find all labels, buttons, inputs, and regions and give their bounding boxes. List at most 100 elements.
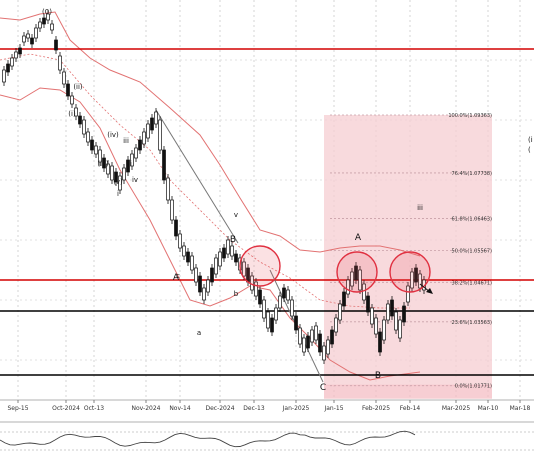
candle-body [30, 37, 34, 45]
x-tick-label: Mar-2025 [442, 405, 471, 412]
candle-body [350, 271, 354, 287]
oscillator-line [0, 430, 416, 448]
candle-body [222, 247, 226, 259]
candle-body [310, 329, 314, 343]
candle-body [94, 145, 98, 155]
candle-body [306, 335, 310, 349]
candle-body [174, 219, 178, 237]
candle-body [258, 289, 262, 305]
candle-body [62, 71, 66, 85]
candle-body [50, 23, 54, 31]
candle-body [370, 307, 374, 325]
wave-label: (i) [68, 110, 76, 118]
candle-body [286, 289, 290, 301]
candle-body [110, 165, 114, 181]
candle-body [150, 117, 154, 131]
wave-label: (0) [42, 8, 52, 16]
x-tick-label: Feb-14 [400, 405, 421, 412]
candle-body [194, 267, 198, 283]
wave-label: b [234, 290, 239, 298]
candle-body [298, 327, 302, 345]
wave-label: (iii) [97, 160, 109, 168]
candle-body [418, 273, 422, 289]
candle-body [54, 39, 58, 51]
candle-body [126, 159, 130, 173]
projection-arrow-head [426, 288, 433, 294]
highlight-circle [336, 251, 378, 293]
candle-body [386, 303, 390, 321]
wave-label: (v) [113, 178, 123, 186]
candle-body [226, 239, 230, 255]
band-upper [0, 11, 421, 257]
candle-body [254, 281, 258, 297]
wave-label: (ii) [73, 83, 83, 91]
wave-label: B [375, 371, 381, 381]
candle-body [406, 285, 410, 303]
candle-body [66, 83, 70, 97]
candle-body [326, 339, 330, 355]
candle-body [142, 131, 146, 145]
fib-level-label: 61.8%(1.06463) [452, 216, 493, 222]
candle-body [314, 325, 318, 341]
candle-body [158, 119, 162, 151]
x-tick-label: Feb-2025 [362, 405, 390, 412]
candle-body [134, 147, 138, 159]
candle-body [18, 47, 22, 55]
candle-body [58, 55, 62, 71]
candle-body [82, 119, 86, 135]
candle-body [302, 337, 306, 353]
candle-body [274, 307, 278, 321]
candle-body [14, 51, 18, 59]
candle-body [278, 295, 282, 309]
candle-body [206, 279, 210, 293]
candle-body [74, 107, 78, 117]
candle-body [262, 299, 266, 319]
wave-label: a [197, 329, 201, 337]
candle-body [382, 319, 386, 341]
candle-body [342, 291, 346, 307]
wave-label: iii [417, 204, 423, 212]
candle-body [346, 279, 350, 295]
candle-body [130, 153, 134, 167]
candle-body [86, 131, 90, 143]
x-tick-label: Sep-15 [7, 405, 28, 412]
side-label: ( [528, 146, 531, 154]
candle-body [2, 69, 6, 83]
candle-body [78, 115, 82, 125]
candle-body [138, 139, 142, 151]
candle-body [358, 269, 362, 291]
candle-body [106, 163, 110, 175]
candle-body [26, 33, 30, 39]
band-middle [0, 53, 410, 309]
candle-body [242, 261, 246, 277]
x-tick-label: Nov-2024 [132, 405, 161, 412]
side-label: (i [528, 136, 533, 144]
candle-body [202, 287, 206, 301]
candle-body [330, 329, 334, 345]
candle-body [42, 17, 46, 25]
candle-body [154, 111, 158, 125]
candle-body [374, 317, 378, 335]
candle-body [390, 299, 394, 317]
candle-body [230, 245, 234, 257]
candle-body [182, 245, 186, 257]
candle-body [294, 315, 298, 331]
x-tick-label: Dec-2024 [205, 405, 234, 412]
candle-body [234, 253, 238, 263]
candle-body [322, 345, 326, 361]
fib-level-label: 0.0%(1.01771) [455, 384, 492, 390]
x-tick-label: Mar-18 [510, 405, 531, 412]
wave-label: i [117, 190, 119, 198]
wave-label: A [173, 273, 180, 283]
candle-body [410, 271, 414, 289]
candle-body [398, 319, 402, 339]
candle-body [318, 333, 322, 353]
highlight-circle [239, 245, 281, 287]
candle-body [354, 265, 358, 281]
x-tick-label: Dec-13 [243, 405, 265, 412]
highlight-circle [389, 251, 431, 293]
candle-body [178, 233, 182, 249]
candle-body [46, 13, 50, 21]
